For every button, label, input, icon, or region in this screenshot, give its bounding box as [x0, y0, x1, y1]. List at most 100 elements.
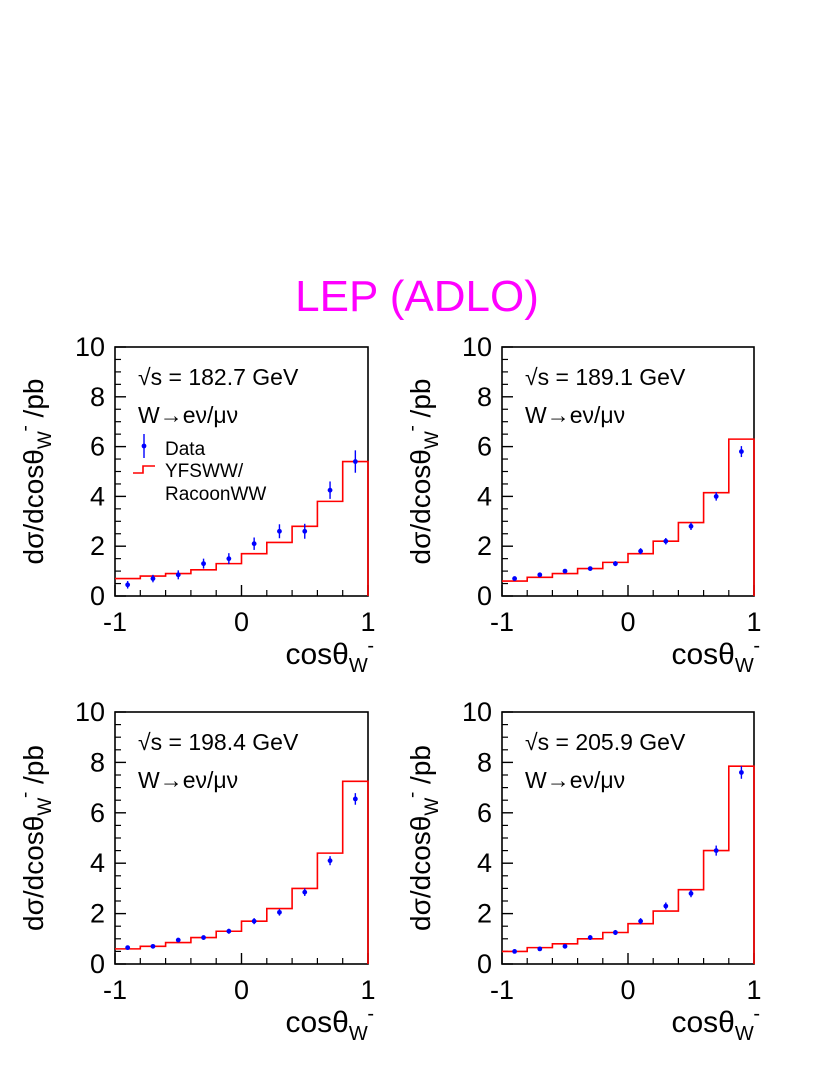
y-tick-label: 8 [477, 747, 492, 777]
data-point [226, 556, 232, 562]
x-axis-label: cosθW- [285, 635, 374, 677]
data-point [352, 459, 358, 464]
data-point [713, 494, 719, 499]
y-tick-label: 10 [462, 332, 492, 362]
x-tick-label: 1 [746, 975, 761, 1005]
legend-model-label: RacoonWW [165, 484, 266, 505]
energy-annotation: √s = 205.9 GeV [525, 729, 686, 755]
data-point [587, 935, 593, 940]
x-tick-label: 1 [360, 975, 375, 1005]
model-step-line [115, 780, 369, 964]
x-tick-label: 0 [234, 607, 249, 637]
data-point [125, 945, 131, 951]
y-tick-label: 8 [90, 747, 105, 777]
data-point [688, 523, 694, 529]
data-point [150, 576, 156, 581]
data-point [277, 909, 282, 915]
model-step-line [115, 460, 369, 596]
data-point [613, 561, 618, 567]
data-point [327, 487, 333, 493]
x-tick-label: -1 [103, 607, 127, 637]
data-point [302, 889, 308, 895]
legend-model-label: YFSWW/ [165, 461, 244, 482]
x-tick-label: 0 [620, 975, 635, 1005]
data-point [277, 528, 282, 534]
data-point [226, 928, 232, 934]
y-tick-label: 4 [90, 481, 105, 511]
data-point [512, 949, 517, 954]
figure-title: LEP (ADLO) [295, 272, 539, 321]
legend-data-marker [141, 443, 147, 449]
data-point [688, 891, 694, 896]
legend-data-label: Data [165, 439, 206, 460]
data-point [251, 541, 257, 547]
y-axis-label: dσ/dcosθW- /pb [15, 379, 56, 565]
y-tick-label: 4 [477, 481, 492, 511]
x-axis-label: cosθW- [671, 635, 760, 677]
y-tick-label: 10 [75, 697, 105, 727]
x-tick-label: -1 [103, 975, 127, 1005]
x-tick-label: 1 [746, 607, 761, 637]
y-tick-label: 2 [90, 531, 105, 561]
data-point [638, 918, 643, 924]
data-point [512, 576, 517, 581]
channel-annotation: W→eν/μν [525, 767, 625, 793]
y-tick-label: 6 [90, 798, 105, 828]
x-axis-label: cosθW- [285, 1003, 374, 1045]
data-point [663, 903, 669, 909]
data-point [739, 770, 744, 775]
x-tick-label: -1 [490, 975, 514, 1005]
y-tick-label: 8 [90, 382, 105, 412]
energy-annotation: √s = 189.1 GeV [525, 364, 686, 390]
channel-annotation: W→eν/μν [138, 767, 238, 793]
y-tick-label: 6 [477, 432, 492, 462]
x-tick-label: -1 [490, 607, 514, 637]
data-point [302, 528, 308, 534]
data-point [175, 572, 181, 578]
energy-annotation: √s = 198.4 GeV [138, 729, 299, 755]
y-tick-label: 4 [477, 848, 492, 878]
data-point [739, 449, 744, 454]
model-step-line [502, 438, 755, 596]
x-tick-label: 0 [620, 607, 635, 637]
y-tick-label: 10 [462, 697, 492, 727]
data-point [663, 538, 669, 544]
y-tick-label: 10 [75, 332, 105, 362]
data-point [537, 572, 543, 578]
channel-annotation: W→eν/μν [138, 402, 238, 428]
y-tick-label: 8 [477, 382, 492, 412]
y-tick-label: 2 [477, 531, 492, 561]
x-axis-label: cosθW- [671, 1003, 760, 1045]
y-tick-label: 2 [90, 899, 105, 929]
data-point [587, 566, 593, 572]
data-point [201, 935, 206, 940]
data-point [713, 848, 719, 853]
data-point [251, 918, 257, 924]
data-point [537, 946, 543, 952]
y-tick-label: 0 [477, 949, 492, 979]
data-point [125, 582, 131, 588]
data-point [562, 943, 568, 949]
data-point [327, 858, 333, 864]
energy-annotation: √s = 182.7 GeV [138, 364, 299, 390]
data-point [352, 796, 358, 802]
y-tick-label: 6 [477, 798, 492, 828]
data-point [562, 568, 568, 574]
channel-annotation: W→eν/μν [525, 402, 625, 428]
y-tick-label: 0 [90, 581, 105, 611]
y-tick-label: 0 [90, 949, 105, 979]
y-axis-label: dσ/dcosθW- /pb [402, 745, 443, 931]
data-point [175, 937, 181, 943]
y-axis-label: dσ/dcosθW- /pb [15, 745, 56, 931]
data-point [638, 548, 643, 554]
data-point [613, 930, 618, 935]
y-tick-label: 2 [477, 899, 492, 929]
x-tick-label: 0 [234, 975, 249, 1005]
data-point [150, 943, 156, 949]
model-step-line [502, 765, 755, 964]
